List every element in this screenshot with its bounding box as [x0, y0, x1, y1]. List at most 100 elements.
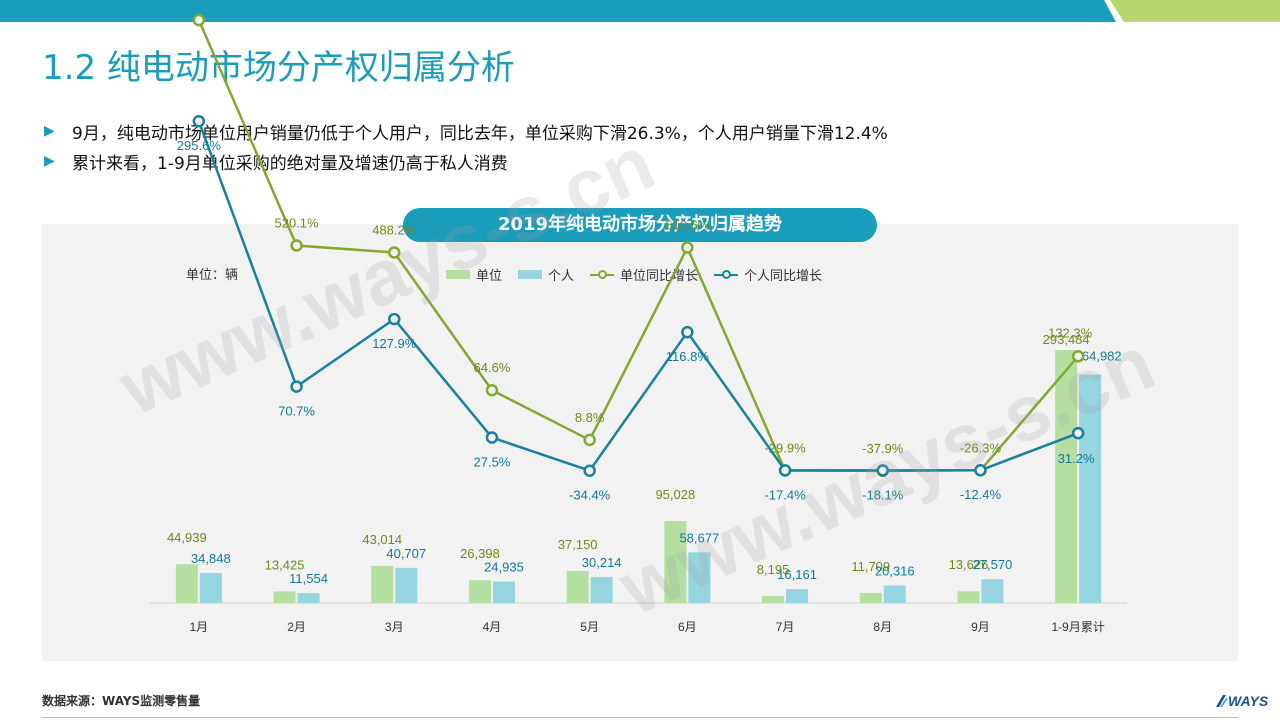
- triangle-bullet-icon: ▶: [44, 123, 55, 139]
- bar-label-unit: 43,014: [362, 532, 402, 547]
- unit-growth-label: -29.9%: [764, 440, 806, 455]
- legend-label-unit: 单位: [476, 269, 503, 284]
- logo-text: WAYS: [1228, 693, 1269, 709]
- bar-personal: [688, 552, 711, 603]
- bar-unit: [1055, 350, 1078, 603]
- unit-growth-label: 8.8%: [575, 410, 605, 425]
- bar-unit: [468, 580, 491, 603]
- bar-personal: [199, 572, 222, 603]
- bar-label-unit: 26,398: [460, 546, 500, 561]
- bar-personal: [590, 576, 613, 603]
- personal-growth-point: [192, 114, 206, 128]
- legend-swatch-unit-growth: [590, 270, 615, 279]
- bullet-text: 累计来看，1-9月单位采购的绝对量及增速仍高于私人消费: [72, 153, 508, 174]
- x-tick-label: 4月: [483, 620, 502, 634]
- ways-logo: WAYS: [1214, 693, 1268, 709]
- bar-label-personal: 34,848: [191, 551, 231, 566]
- personal-growth-point: [388, 312, 401, 326]
- x-tick-label: 6月: [678, 620, 697, 634]
- bar-unit: [175, 564, 198, 603]
- header-band-teal: [0, 0, 1116, 22]
- unit-growth-label: -26.3%: [960, 440, 1002, 455]
- personal-growth-point: [290, 380, 303, 393]
- unit-growth-point: [583, 433, 596, 447]
- x-tick-label: 9月: [971, 620, 990, 634]
- unit-growth-point: [681, 241, 694, 254]
- bar-label-personal: 264,982: [1075, 349, 1122, 364]
- bar-label-personal: 58,677: [679, 530, 719, 545]
- chart-legend: 单位 个人 单位同比增长 个人同比增长: [446, 265, 838, 284]
- chart-title: 2019年纯电动市场分产权归属趋势: [403, 208, 877, 242]
- personal-growth-point: [974, 463, 987, 477]
- bullet-item: ▶ 9月，纯电动市场单位用户销量仍低于个人用户，同比去年，单位采购下滑26.3%…: [44, 118, 888, 144]
- bar-unit: [762, 595, 785, 603]
- bar-label-unit: 13,626: [949, 557, 989, 572]
- unit-growth-point: [290, 239, 303, 252]
- header-band-lime: [1110, 0, 1280, 22]
- legend-item-personal-growth: 个人同比增长: [714, 265, 822, 284]
- personal-growth-label: 70.7%: [278, 404, 315, 419]
- chart-panel: [42, 224, 1238, 661]
- legend-label-unit-growth: 单位同比增长: [620, 269, 699, 284]
- data-source: 数据来源：WAYS监测零售量: [42, 694, 201, 708]
- bar-personal: [786, 589, 809, 603]
- legend-item-unit: 单位: [446, 265, 502, 284]
- personal-growth-label: 295.6%: [177, 138, 222, 153]
- bar-label-unit: 37,150: [558, 537, 598, 552]
- personal-growth-label: -17.4%: [764, 487, 806, 502]
- bar-personal: [395, 567, 418, 603]
- x-tick-label: 1月: [190, 620, 209, 634]
- bar-label-personal: 40,707: [386, 546, 426, 561]
- bar-label-personal: 27,570: [973, 557, 1013, 572]
- bar-personal: [981, 579, 1004, 603]
- personal-growth-label: 116.8%: [666, 349, 710, 364]
- triangle-bullet-icon: ▶: [44, 153, 55, 169]
- unit-growth-label: 520.1%: [275, 216, 320, 231]
- header-band: [0, 0, 1280, 22]
- bar-personal: [1079, 374, 1102, 603]
- unit-growth-label: 64.6%: [474, 360, 511, 375]
- personal-growth-label: 31.2%: [1058, 451, 1095, 466]
- bar-label-personal: 11,554: [289, 571, 328, 586]
- logo-mark-icon: [1216, 695, 1228, 707]
- bar-personal: [883, 585, 906, 603]
- bar-personal: [297, 593, 320, 603]
- legend-swatch-personal-growth: [714, 270, 739, 279]
- unit-growth-label: 510.6%: [665, 218, 710, 233]
- personal-growth-point: [583, 464, 596, 477]
- bar-label-personal: 24,935: [484, 559, 524, 574]
- bar-unit: [859, 592, 882, 603]
- unit-growth-label: 2098.6%: [173, 0, 225, 3]
- personal-growth-point: [485, 431, 499, 444]
- footer-divider: [42, 717, 1238, 718]
- legend-item-personal: 个人: [518, 265, 574, 284]
- x-tick-label: 5月: [580, 620, 599, 634]
- unit-growth-point: [192, 13, 206, 27]
- bar-label-unit: 293,484: [1043, 332, 1090, 347]
- bar-personal: [492, 581, 515, 603]
- bar-label-unit: 11,709: [851, 559, 890, 574]
- x-tick-label: 3月: [385, 620, 404, 634]
- personal-growth-label: 27.5%: [474, 455, 511, 470]
- legend-label-personal: 个人: [548, 269, 575, 284]
- personal-growth-point: [876, 464, 889, 477]
- bullet-text: 9月，纯电动市场单位用户销量仍低于个人用户，同比去年，单位采购下滑26.3%，个…: [72, 123, 888, 144]
- bar-unit: [957, 591, 980, 603]
- bar-label-personal: 20,316: [875, 563, 915, 578]
- bar-label-unit: 44,939: [167, 530, 207, 545]
- bar-unit: [664, 521, 687, 603]
- personal-growth-line: [197, 120, 1079, 473]
- page-title: 1.2 纯电动市场分产权归属分析: [42, 48, 515, 88]
- bar-label-personal: 16,161: [777, 567, 817, 582]
- unit-growth-label: 488.2%: [372, 222, 417, 237]
- bar-unit: [371, 565, 394, 603]
- personal-growth-label: -18.1%: [862, 487, 904, 502]
- unit-growth-point: [485, 383, 499, 397]
- bar-label-unit: 13,425: [265, 557, 305, 572]
- legend-label-personal-growth: 个人同比增长: [744, 269, 823, 284]
- x-tick-label: 7月: [776, 620, 795, 634]
- unit-growth-label: 132.3%: [1048, 325, 1093, 340]
- personal-growth-label: -34.4%: [569, 488, 611, 503]
- personal-growth-point: [1071, 426, 1085, 440]
